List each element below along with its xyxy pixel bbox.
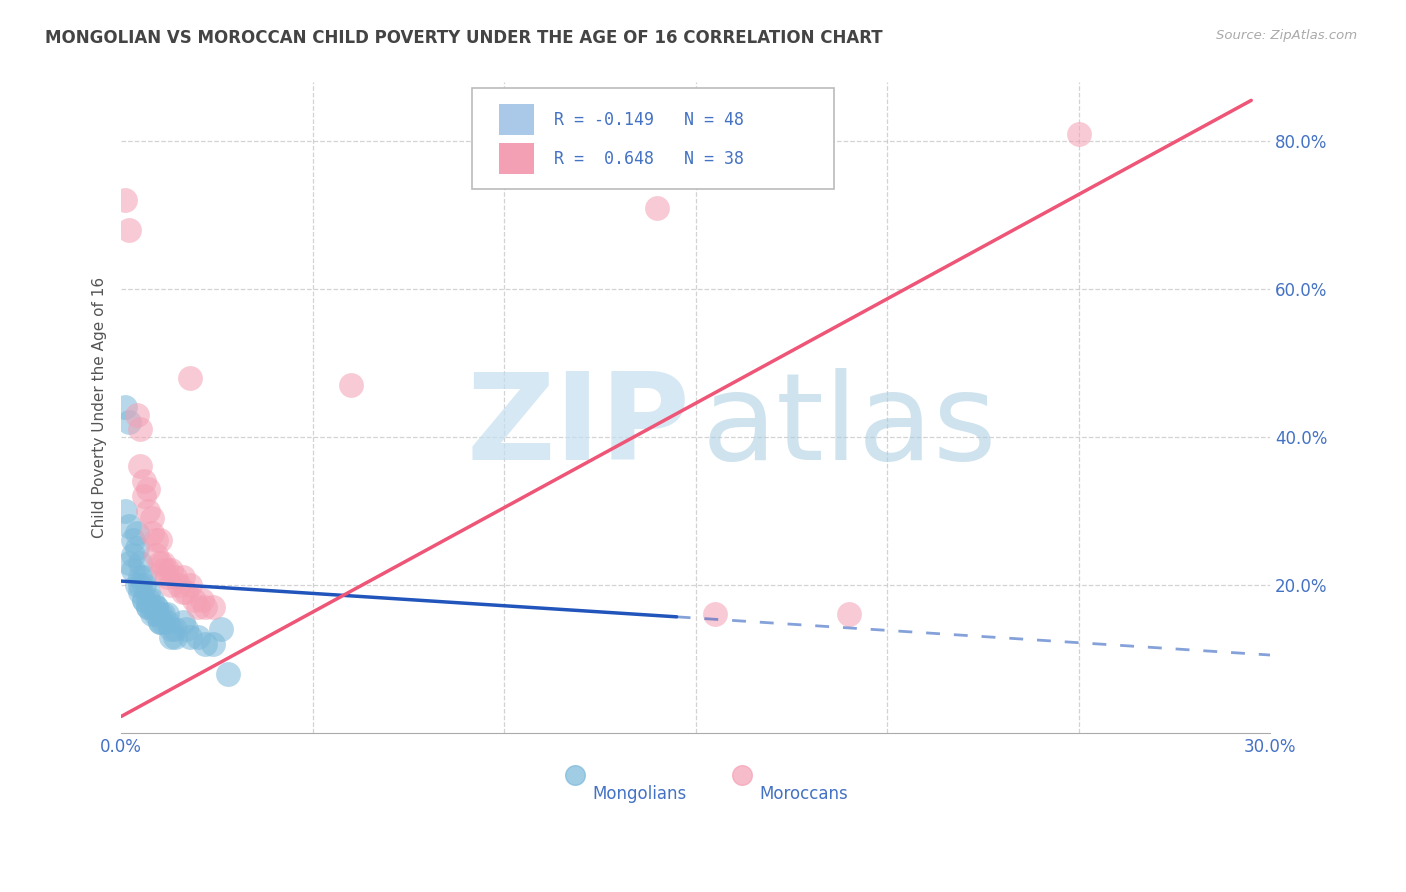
Point (179, 630, 201, 644)
Point (202, 599, 225, 614)
Point (172, 615, 194, 629)
Text: R = -0.149   N = 48: R = -0.149 N = 48 (554, 111, 744, 128)
Point (167, 578, 190, 592)
Point (838, 607, 860, 622)
Point (121, 533, 143, 548)
Point (156, 563, 179, 577)
Point (152, 556, 174, 570)
Point (129, 578, 152, 592)
Point (148, 556, 170, 570)
Point (1067, 127, 1090, 141)
Point (194, 637, 217, 651)
Point (136, 592, 159, 607)
Point (145, 599, 167, 614)
Point (148, 615, 170, 629)
FancyBboxPatch shape (499, 104, 534, 136)
Point (187, 599, 209, 614)
Y-axis label: Child Poverty Under the Age of 16: Child Poverty Under the Age of 16 (93, 277, 107, 538)
Point (129, 459, 152, 474)
Point (134, 489, 156, 503)
FancyBboxPatch shape (471, 88, 834, 189)
Point (136, 482, 159, 496)
Point (340, 378, 363, 392)
Point (703, 607, 725, 622)
Point (118, 518, 141, 533)
Point (136, 585, 159, 599)
FancyBboxPatch shape (499, 143, 534, 174)
Point (145, 548, 167, 562)
Point (145, 607, 167, 622)
Point (136, 599, 159, 614)
Point (129, 585, 152, 599)
Point (179, 578, 201, 592)
Point (156, 570, 179, 584)
Point (187, 630, 209, 644)
Point (125, 541, 148, 555)
Point (141, 607, 163, 622)
Point (156, 615, 179, 629)
Point (217, 666, 239, 681)
Text: MONGOLIAN VS MOROCCAN CHILD POVERTY UNDER THE AGE OF 16 CORRELATION CHART: MONGOLIAN VS MOROCCAN CHILD POVERTY UNDE… (45, 29, 883, 46)
Point (141, 526, 163, 541)
Point (183, 592, 205, 607)
Point (194, 599, 217, 614)
Text: Mongolians: Mongolians (592, 785, 686, 803)
Point (176, 622, 198, 636)
Point (129, 570, 152, 584)
Point (163, 622, 186, 636)
Point (160, 622, 183, 636)
Point (136, 504, 159, 518)
Point (134, 475, 156, 489)
Text: atlas: atlas (702, 368, 997, 485)
Point (118, 223, 141, 237)
Text: Moroccans: Moroccans (759, 785, 848, 803)
Point (114, 504, 136, 518)
Point (118, 415, 141, 429)
Text: ZIP: ZIP (467, 368, 690, 485)
Text: Source: ZipAtlas.com: Source: ZipAtlas.com (1216, 29, 1357, 42)
Point (172, 570, 194, 584)
Point (141, 592, 163, 607)
Point (152, 607, 174, 622)
Point (209, 622, 232, 636)
Point (148, 533, 170, 548)
Point (129, 422, 152, 436)
Point (136, 599, 159, 614)
Point (114, 193, 136, 207)
Point (163, 630, 186, 644)
Point (160, 578, 183, 592)
Point (114, 401, 136, 415)
Text: R =  0.648   N = 38: R = 0.648 N = 38 (554, 150, 744, 168)
Point (156, 607, 179, 622)
Point (145, 599, 167, 614)
Point (647, 201, 669, 215)
Point (121, 548, 143, 562)
Point (160, 630, 183, 644)
Point (179, 370, 201, 384)
Point (125, 526, 148, 541)
Point (148, 615, 170, 629)
Point (134, 592, 156, 607)
Point (134, 570, 156, 584)
Point (129, 556, 152, 570)
Point (152, 563, 174, 577)
Point (145, 533, 167, 548)
Point (141, 511, 163, 525)
Point (125, 578, 148, 592)
Point (160, 563, 183, 577)
Point (176, 585, 198, 599)
Point (152, 615, 174, 629)
Point (118, 556, 141, 570)
Point (141, 599, 163, 614)
Point (148, 607, 170, 622)
Point (202, 637, 225, 651)
Point (163, 570, 186, 584)
Point (125, 408, 148, 422)
Point (134, 578, 156, 592)
Point (190, 592, 212, 607)
Point (121, 563, 143, 577)
Point (134, 592, 156, 607)
Point (172, 585, 194, 599)
